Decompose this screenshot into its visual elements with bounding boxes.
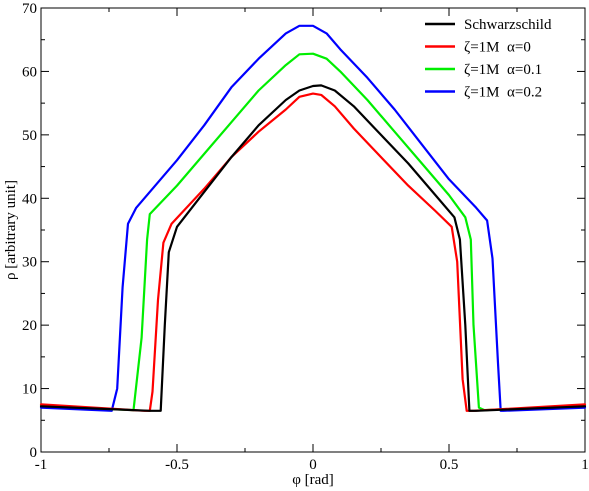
series-line-3 — [39, 24, 587, 412]
x-tick-label: -0.5 — [165, 457, 189, 473]
series-lines — [39, 24, 587, 412]
y-axis-label: ρ [arbitrary unit] — [3, 180, 19, 280]
y-tick-label: 20 — [22, 318, 37, 334]
series-line-0 — [39, 84, 587, 412]
legend-label: Schwarzschild — [464, 17, 552, 33]
y-tick-label: 0 — [30, 445, 38, 461]
y-tick-label: 10 — [22, 382, 37, 398]
y-tick-label: 50 — [22, 128, 37, 144]
y-tick-label: 70 — [22, 1, 37, 17]
y-tick-label: 30 — [22, 255, 37, 271]
series-line-1 — [39, 92, 587, 412]
legend-label: ζ=1M α=0.1 — [464, 62, 542, 78]
legend: Schwarzschild ζ=1M α=0 ζ=1M α=0.1 ζ=1M α=0.… — [425, 17, 552, 101]
y-tick-label: 40 — [22, 191, 37, 207]
legend-label: ζ=1M α=0.2 — [464, 85, 542, 101]
x-tick-label: 1 — [581, 457, 589, 473]
series-line-2 — [39, 52, 587, 412]
y-tick-label: 60 — [22, 64, 37, 80]
x-tick-label: 0 — [309, 457, 317, 473]
legend-label: ζ=1M α=0 — [464, 40, 531, 56]
x-axis-label: φ [rad] — [292, 472, 334, 488]
x-tick-label: 0.5 — [440, 457, 459, 473]
x-tick-label: -1 — [35, 457, 48, 473]
